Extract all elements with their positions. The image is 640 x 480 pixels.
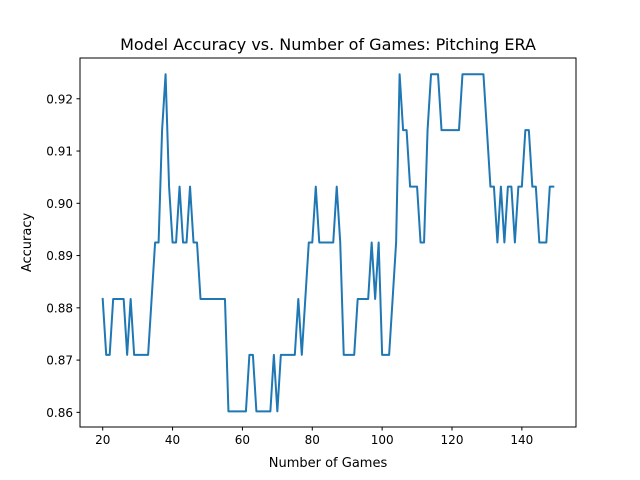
- x-tick-label: 20: [95, 433, 110, 447]
- x-axis-label: Number of Games: [269, 456, 388, 471]
- series-line: [101, 73, 555, 413]
- x-tick-label: 140: [510, 433, 533, 447]
- y-tick-label: 0.91: [46, 145, 73, 159]
- x-tick-label: 120: [441, 433, 464, 447]
- plot-area: [79, 57, 577, 428]
- x-tick-label: 40: [165, 433, 180, 447]
- y-tick-label: 0.88: [46, 301, 73, 315]
- x-tick-label: 80: [305, 433, 320, 447]
- plot-frame: [79, 57, 577, 428]
- x-axis: 20 40 60 80 100 120 140: [95, 427, 533, 447]
- y-tick-label: 0.86: [46, 406, 73, 420]
- chart-title: Model Accuracy vs. Number of Games: Pitc…: [120, 35, 536, 54]
- x-tick-label: 100: [371, 433, 394, 447]
- y-axis: 0.86 0.87 0.88 0.89 0.90 0.91 0.92: [46, 92, 80, 420]
- y-tick-label: 0.89: [46, 249, 73, 263]
- series-group: [101, 73, 555, 413]
- y-tick-label: 0.87: [46, 354, 73, 368]
- y-tick-label: 0.90: [46, 197, 73, 211]
- y-axis-label: Accuracy: [20, 213, 35, 273]
- x-tick-label: 60: [235, 433, 250, 447]
- y-tick-label: 0.92: [46, 92, 73, 106]
